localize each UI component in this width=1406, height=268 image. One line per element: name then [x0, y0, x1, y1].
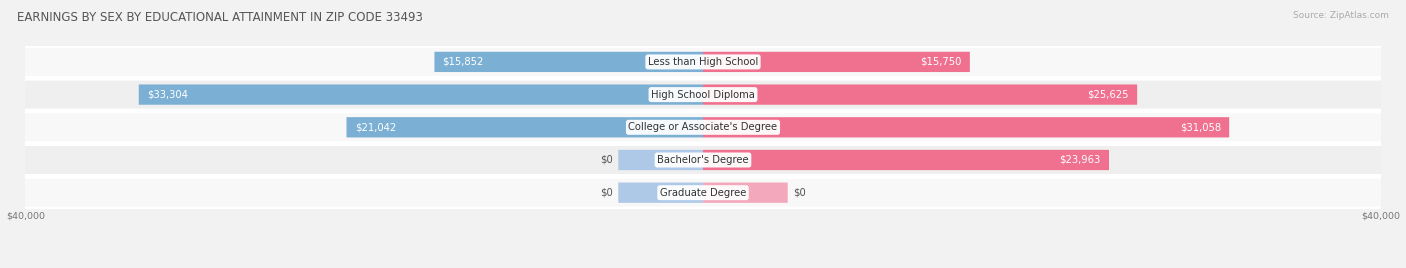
FancyBboxPatch shape [6, 111, 1400, 143]
FancyBboxPatch shape [703, 183, 787, 203]
FancyBboxPatch shape [703, 84, 1137, 105]
Text: $15,750: $15,750 [921, 57, 962, 67]
FancyBboxPatch shape [619, 150, 703, 170]
Text: College or Associate's Degree: College or Associate's Degree [628, 122, 778, 132]
Text: Less than High School: Less than High School [648, 57, 758, 67]
FancyBboxPatch shape [619, 183, 703, 203]
FancyBboxPatch shape [703, 117, 1229, 137]
Text: $0: $0 [793, 188, 806, 198]
FancyBboxPatch shape [434, 52, 703, 72]
Text: $33,304: $33,304 [146, 90, 188, 100]
FancyBboxPatch shape [6, 46, 1400, 78]
FancyBboxPatch shape [703, 150, 1109, 170]
Text: $0: $0 [600, 188, 613, 198]
FancyBboxPatch shape [6, 79, 1400, 110]
Text: Graduate Degree: Graduate Degree [659, 188, 747, 198]
Text: Source: ZipAtlas.com: Source: ZipAtlas.com [1294, 11, 1389, 20]
FancyBboxPatch shape [139, 84, 703, 105]
Text: High School Diploma: High School Diploma [651, 90, 755, 100]
Text: $23,963: $23,963 [1060, 155, 1101, 165]
Text: $15,852: $15,852 [443, 57, 484, 67]
Text: $21,042: $21,042 [354, 122, 396, 132]
FancyBboxPatch shape [346, 117, 703, 137]
FancyBboxPatch shape [703, 52, 970, 72]
Text: $31,058: $31,058 [1180, 122, 1220, 132]
FancyBboxPatch shape [6, 177, 1400, 209]
Text: $25,625: $25,625 [1087, 90, 1129, 100]
Text: $0: $0 [600, 155, 613, 165]
Text: EARNINGS BY SEX BY EDUCATIONAL ATTAINMENT IN ZIP CODE 33493: EARNINGS BY SEX BY EDUCATIONAL ATTAINMEN… [17, 11, 423, 24]
Text: Bachelor's Degree: Bachelor's Degree [657, 155, 749, 165]
FancyBboxPatch shape [6, 144, 1400, 176]
